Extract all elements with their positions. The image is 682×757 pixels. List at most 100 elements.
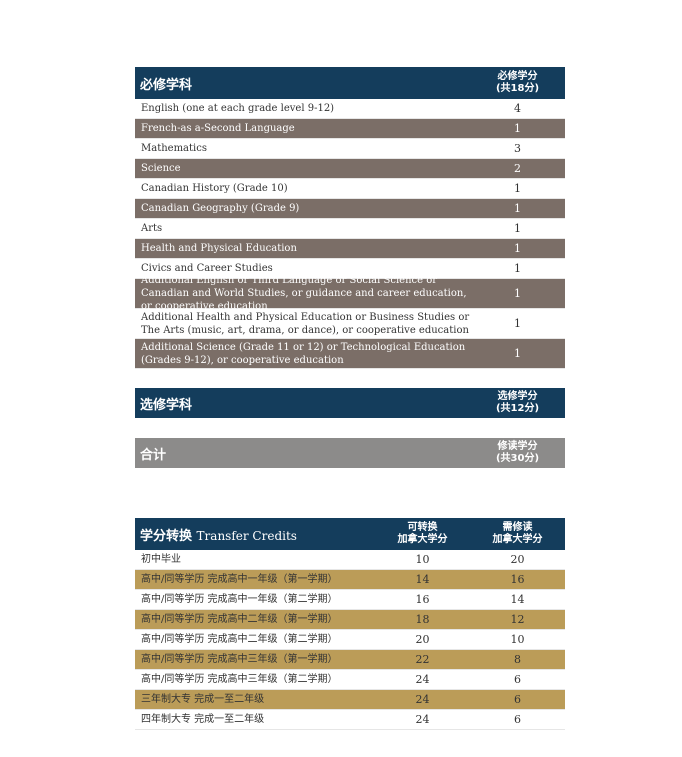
transferable-credits: 24 [415, 673, 430, 686]
course-credits: 1 [514, 242, 521, 255]
course-credits: 1 [514, 202, 521, 215]
transferable-credits: 24 [415, 713, 430, 726]
table-row: Arts 1 [135, 219, 565, 239]
education-level: 高中/同等学历 完成高中一年级（第一学期） [141, 574, 338, 585]
required-credits: 8 [514, 653, 521, 666]
col-line1: 必修学分 [497, 71, 538, 82]
course-name: French-as a-Second Language [141, 123, 295, 134]
elective-title: 选修学科 [140, 397, 193, 413]
col-line2: 加拿大学分 [492, 534, 543, 545]
transferable-credits: 16 [415, 593, 430, 606]
transferable-header: 可转换 加拿大学分 [375, 522, 470, 546]
course-credits: 1 [514, 122, 521, 135]
required-credits-header: 必修学分 (共18分) [470, 71, 565, 95]
total-credits: 修读学分 (共30分) [470, 441, 565, 465]
education-level: 四年制大专 完成一至二年级 [141, 714, 265, 725]
table-row: 高中/同等学历 完成高中一年级（第一学期） 14 16 [135, 570, 565, 590]
table-row: Canadian History (Grade 10) 1 [135, 179, 565, 199]
course-credits: 1 [514, 287, 521, 300]
course-name: Canadian History (Grade 10) [141, 183, 288, 194]
course-credits: 1 [514, 317, 521, 330]
education-level: 高中/同等学历 完成高中二年级（第二学期） [141, 634, 338, 645]
table-row: Additional Science (Grade 11 or 12) or T… [135, 339, 565, 369]
total-header: 合计 修读学分 (共30分) [135, 438, 565, 468]
col-line1: 修读学分 [497, 441, 538, 452]
transferable-credits: 22 [415, 653, 430, 666]
col-line1: 需修读 [502, 522, 533, 533]
table-row: Civics and Career Studies 1 [135, 259, 565, 279]
course-name: Additional Health and Physical Education… [141, 311, 470, 336]
course-credits: 3 [514, 142, 521, 155]
education-level: 高中/同等学历 完成高中一年级（第二学期） [141, 594, 338, 605]
elective-table: 选修学科 选修学分 (共12分) [135, 388, 565, 418]
course-name: Science [141, 163, 181, 174]
table-row: Mathematics 3 [135, 139, 565, 159]
course-credits: 1 [514, 262, 521, 275]
required-credits: 6 [514, 693, 521, 706]
course-name: Mathematics [141, 143, 207, 154]
education-level: 高中/同等学历 完成高中三年级（第二学期） [141, 674, 338, 685]
transferable-credits: 14 [415, 573, 430, 586]
required-header: 必修学科 必修学分 (共18分) [135, 67, 565, 99]
required-credits: 6 [514, 713, 521, 726]
education-level: 三年制大专 完成一至二年级 [141, 694, 265, 705]
table-row: Additional English or Third Language or … [135, 275, 565, 312]
education-level: 高中/同等学历 完成高中三年级（第一学期） [141, 654, 338, 665]
col-line1: 选修学分 [497, 391, 538, 402]
col-line2: 加拿大学分 [397, 534, 448, 545]
course-name: Additional Science (Grade 11 or 12) or T… [141, 341, 466, 366]
title-en: Transfer Credits [196, 528, 297, 543]
table-row: 初中毕业 10 20 [135, 550, 565, 570]
transferable-credits: 20 [415, 633, 430, 646]
table-row: Canadian Geography (Grade 9) 1 [135, 199, 565, 219]
transferable-credits: 24 [415, 693, 430, 706]
required-credits: 14 [510, 593, 525, 606]
required-courses-table: 必修学科 必修学分 (共18分) English (one at each gra… [135, 67, 565, 369]
required-credits: 12 [510, 613, 525, 626]
course-name: English (one at each grade level 9-12) [141, 103, 335, 114]
col-line1: 可转换 [407, 522, 438, 533]
table-row: 高中/同等学历 完成高中二年级（第二学期） 20 10 [135, 630, 565, 650]
education-level: 初中毕业 [141, 554, 181, 565]
table-row: 高中/同等学历 完成高中一年级（第二学期） 16 14 [135, 590, 565, 610]
course-credits: 1 [514, 222, 521, 235]
required-credits: 10 [510, 633, 525, 646]
col-line2: (共30分) [495, 453, 540, 464]
table-row: Health and Physical Education 1 [135, 239, 565, 259]
course-name: Additional English or Third Language or … [141, 275, 467, 312]
col-line2: (共18分) [495, 83, 540, 94]
table-row: Science 2 [135, 159, 565, 179]
transferable-credits: 10 [415, 553, 430, 566]
course-name: Health and Physical Education [141, 243, 297, 254]
course-credits: 4 [514, 102, 521, 115]
course-name: Arts [141, 223, 163, 234]
course-credits: 1 [514, 182, 521, 195]
table-row: 四年制大专 完成一至二年级 24 6 [135, 710, 565, 730]
table-row: English (one at each grade level 9-12) 4 [135, 99, 565, 119]
transfer-header: 学分转换 Transfer Credits 可转换 加拿大学分 需修读 加拿大学分 [135, 518, 565, 550]
transfer-title: 学分转换 Transfer Credits [135, 525, 375, 544]
col-line2: (共12分) [495, 403, 540, 414]
course-name: Civics and Career Studies [141, 263, 273, 274]
transferable-credits: 18 [415, 613, 430, 626]
course-credits: 2 [514, 162, 521, 175]
transfer-credits-table: 学分转换 Transfer Credits 可转换 加拿大学分 需修读 加拿大学分 … [135, 518, 565, 730]
elective-credits: 选修学分 (共12分) [470, 391, 565, 415]
course-name: Canadian Geography (Grade 9) [141, 203, 300, 214]
table-row: 高中/同等学历 完成高中二年级（第一学期） 18 12 [135, 610, 565, 630]
total-title: 合计 [140, 447, 167, 463]
table-row: Additional Health and Physical Education… [135, 309, 565, 339]
required-credits: 6 [514, 673, 521, 686]
education-level: 高中/同等学历 完成高中二年级（第一学期） [141, 614, 338, 625]
required-credits: 20 [510, 553, 525, 566]
required-header: 需修读 加拿大学分 [470, 522, 565, 546]
required-title: 必修学科 [140, 77, 193, 93]
course-credits: 1 [514, 347, 521, 360]
required-credits: 16 [510, 573, 525, 586]
total-table: 合计 修读学分 (共30分) [135, 438, 565, 468]
table-row: 高中/同等学历 完成高中三年级（第二学期） 24 6 [135, 670, 565, 690]
table-row: 三年制大专 完成一至二年级 24 6 [135, 690, 565, 710]
table-row: 高中/同等学历 完成高中三年级（第一学期） 22 8 [135, 650, 565, 670]
title-cn: 学分转换 [140, 528, 193, 544]
elective-header: 选修学科 选修学分 (共12分) [135, 388, 565, 418]
